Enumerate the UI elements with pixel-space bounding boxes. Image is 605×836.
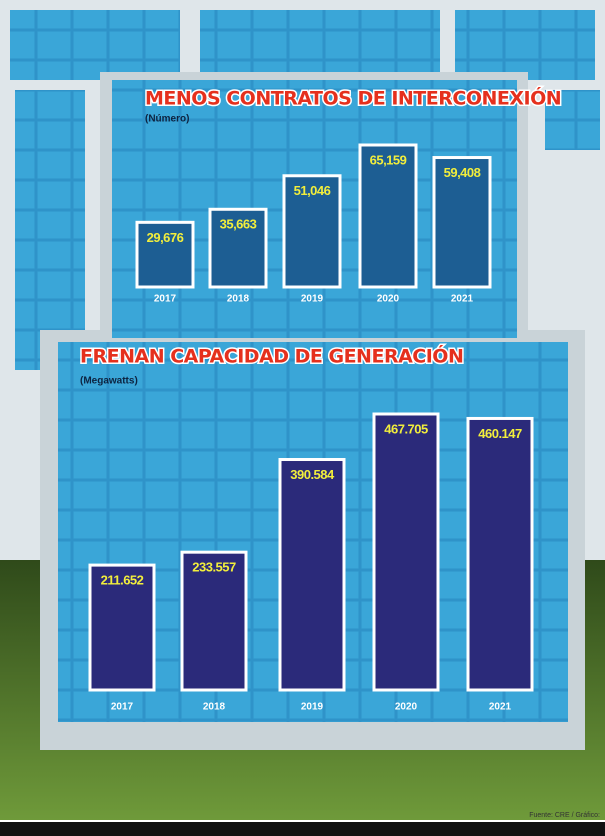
x-tick-label: 2018 — [227, 294, 250, 305]
value-label: 211.652 — [101, 573, 144, 588]
x-tick-label: 2021 — [451, 294, 474, 305]
chart-subtitle: (Número) — [145, 114, 189, 125]
panel — [545, 90, 600, 150]
bar — [278, 458, 346, 692]
value-label: 29,676 — [147, 230, 184, 245]
bar — [88, 563, 156, 692]
source: Fuente: CRE / Gráfico: — [529, 812, 600, 819]
x-tick-label: 2020 — [377, 294, 400, 305]
x-tick-label: 2019 — [301, 294, 324, 305]
bar — [432, 156, 492, 289]
value-label: 467.705 — [384, 421, 428, 436]
value-label: 51,046 — [294, 183, 331, 198]
bar — [282, 174, 342, 289]
x-tick-label: 2018 — [203, 702, 226, 713]
panel — [10, 10, 180, 80]
value-label: 59,408 — [444, 165, 481, 180]
bottom-rule — [0, 822, 605, 836]
x-tick-label: 2017 — [154, 294, 177, 305]
panel — [15, 90, 85, 370]
x-tick-label: 2020 — [395, 702, 418, 713]
bar — [372, 412, 440, 692]
value-label: 35,663 — [220, 217, 257, 232]
bar — [208, 207, 268, 289]
x-tick-label: 2017 — [111, 702, 134, 713]
panel — [455, 10, 595, 80]
chart-subtitle: (Megawatts) — [80, 376, 138, 387]
value-label: 233.557 — [192, 560, 236, 575]
value-label: 390.584 — [290, 467, 335, 482]
chart-title: FRENAN CAPACIDAD DE GENERACIÓN — [80, 344, 463, 368]
x-tick-label: 2019 — [301, 702, 324, 713]
chart-title: MENOS CONTRATOS DE INTERCONEXIÓN — [145, 86, 561, 110]
bar — [180, 550, 248, 692]
panel — [200, 10, 440, 80]
bar — [358, 143, 418, 289]
bar — [135, 220, 195, 289]
value-label: 460.147 — [478, 426, 522, 441]
value-label: 65,159 — [370, 152, 407, 167]
bar — [466, 416, 534, 692]
x-tick-label: 2021 — [489, 702, 512, 713]
